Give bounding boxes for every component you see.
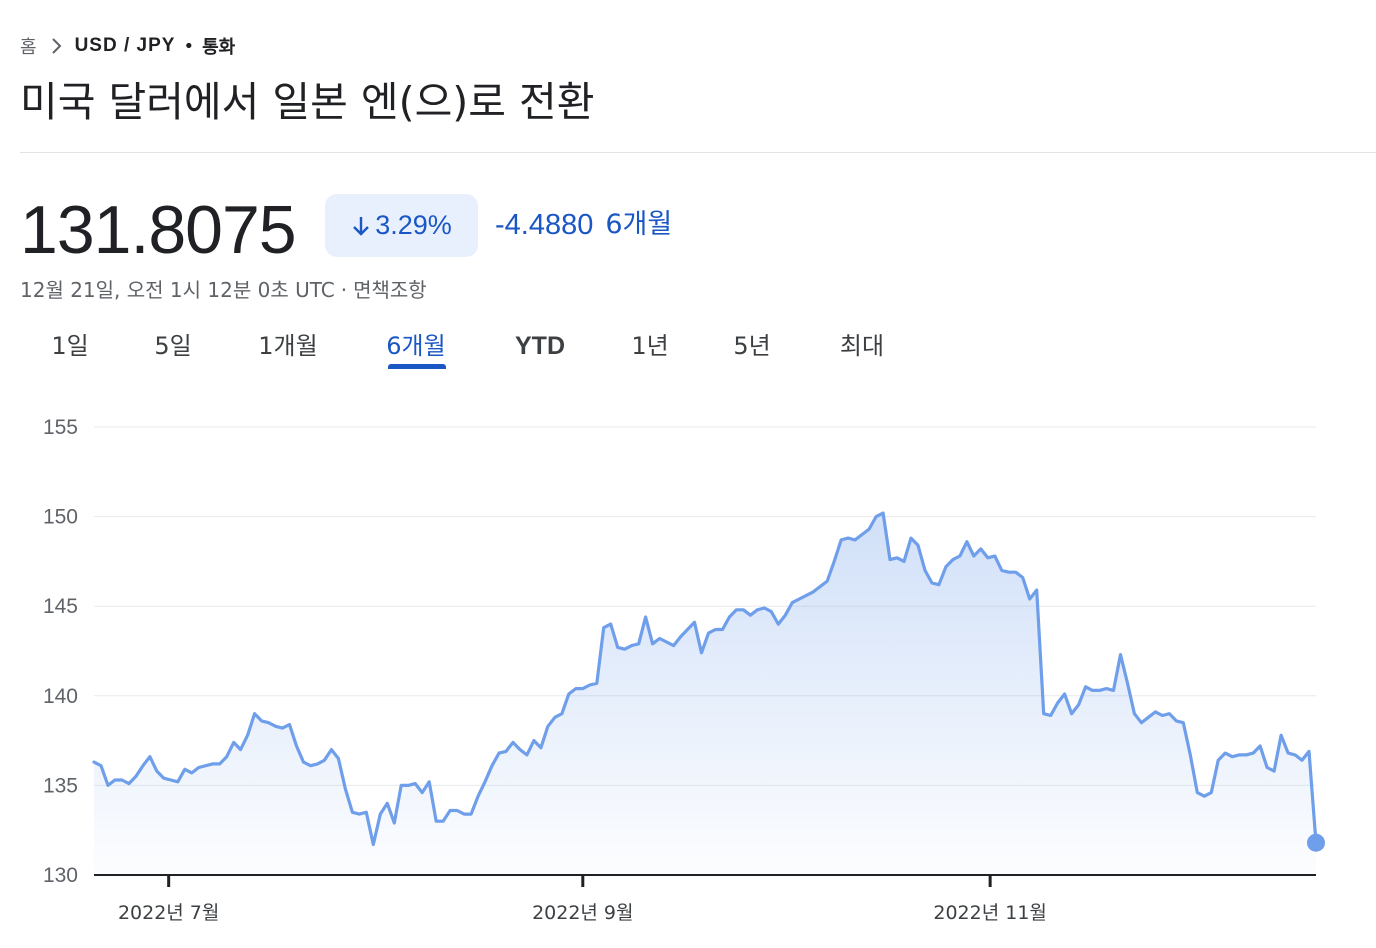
chevron-right-icon — [51, 37, 63, 55]
breadcrumb: 홈 USD / JPY • 통화 — [20, 33, 235, 59]
breadcrumb-home-link[interactable]: 홈 — [20, 37, 37, 58]
meta-separator: · — [340, 278, 348, 302]
breadcrumb-separator: • — [183, 35, 195, 57]
x-tick-label: 2022년 9월 — [532, 902, 633, 924]
price-area-fill — [94, 513, 1316, 875]
tab-ytd[interactable]: YTD — [515, 332, 565, 360]
tab-6m[interactable]: 6개월 — [386, 332, 446, 360]
page-title: 미국 달러에서 일본 엔(으)로 전환 — [20, 78, 595, 126]
tab-5y[interactable]: 5년 — [733, 332, 771, 360]
y-tick-label: 155 — [43, 416, 78, 439]
current-price: 131.8075 — [20, 192, 297, 268]
quote-meta: 12월 21일, 오전 1시 12분 0초 UTC · 면책조항 — [20, 275, 427, 305]
divider — [20, 152, 1376, 153]
breadcrumb-pair: USD / JPY — [74, 35, 176, 56]
price-line — [92, 511, 1318, 847]
y-tick-label: 140 — [43, 685, 78, 708]
tab-1d[interactable]: 1일 — [51, 332, 89, 360]
current-price-dot — [1307, 833, 1325, 852]
change-absolute: -4.4880 — [495, 209, 594, 241]
quote-timestamp: 12월 21일, 오전 1시 12분 0초 UTC — [20, 278, 335, 302]
active-tab-indicator — [388, 364, 446, 369]
disclaimer-link[interactable]: 면책조항 — [353, 278, 427, 302]
x-tick-label: 2022년 7월 — [118, 902, 219, 924]
arrow-down-icon — [351, 214, 371, 238]
y-tick-label: 145 — [43, 595, 78, 618]
x-tick-label: 2022년 11월 — [933, 902, 1047, 924]
tab-5d[interactable]: 5일 — [154, 332, 192, 360]
y-tick-label: 150 — [43, 506, 78, 529]
tab-max[interactable]: 최대 — [839, 332, 885, 360]
price-chart[interactable]: 155 150 145 140 135 130 2022년 7월 2022년 9월 2022년… — [0, 400, 1376, 948]
change-summary: -4.4880 6개월 — [495, 204, 672, 246]
range-tabs: 1일 5일 1개월 6개월 YTD 1년 5년 최대 — [0, 326, 960, 370]
tab-1y[interactable]: 1년 — [631, 332, 669, 360]
change-percent: 3.29% — [375, 210, 452, 240]
change-period: 6개월 — [605, 209, 673, 240]
change-percent-badge: 3.29% — [325, 194, 478, 257]
y-tick-label: 130 — [43, 864, 78, 887]
breadcrumb-type: 통화 — [202, 37, 236, 58]
y-tick-label: 135 — [43, 774, 78, 797]
tab-1m[interactable]: 1개월 — [258, 332, 318, 360]
